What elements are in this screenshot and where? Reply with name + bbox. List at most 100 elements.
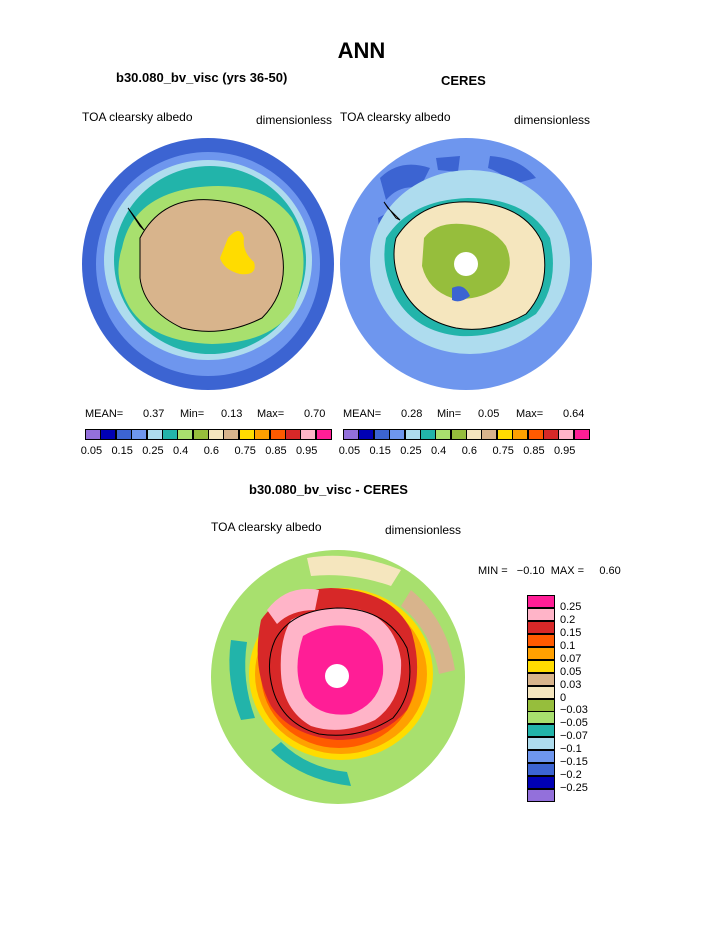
colorbar-swatch — [300, 429, 317, 440]
colorbar-tick-label: 0.05 — [338, 445, 361, 457]
colorbar-swatch — [192, 429, 209, 440]
colorbar-swatch — [315, 429, 332, 440]
colorbar-swatch — [542, 429, 559, 440]
colorbar-swatch — [419, 429, 436, 440]
colorbar-tick-label: 0.15 — [560, 626, 582, 639]
colorbar-tick-label: −0.03 — [560, 704, 588, 717]
colorbar-tick-label: 0.1 — [560, 639, 576, 652]
colorbar-swatch — [208, 429, 224, 440]
left-panel-units-label: dimensionless — [256, 113, 333, 127]
colorbar-tick-label: 0.95 — [553, 445, 576, 457]
colorbar-tick-label: −0.07 — [560, 730, 588, 743]
colorbar-swatch — [177, 429, 194, 440]
colorbar-swatch — [558, 429, 575, 440]
colorbar-tick-label: 0.15 — [111, 445, 133, 457]
left-mean-value: 0.37 — [143, 408, 165, 420]
left-panel-variable-label: TOA clearsky albedo — [82, 110, 193, 124]
colorbar-swatch — [254, 429, 271, 440]
right-colorbar — [343, 429, 590, 440]
colorbar-tick-label: 0.07 — [560, 652, 582, 665]
colorbar-tick-label: 0.25 — [560, 600, 582, 613]
colorbar-swatch — [527, 646, 555, 660]
colorbar-swatch — [512, 429, 529, 440]
colorbar-tick-label: 0.85 — [523, 445, 545, 457]
colorbar-tick-label: 0.95 — [295, 445, 318, 457]
left-max-value: 0.70 — [304, 408, 326, 420]
colorbar-swatch — [435, 429, 452, 440]
colorbar-swatch — [527, 698, 555, 712]
colorbar-swatch — [284, 429, 301, 440]
colorbar-swatch — [115, 429, 132, 440]
left-mean-label: MEAN= — [85, 408, 124, 420]
colorbar-swatch — [527, 763, 555, 777]
colorbar-tick-label: 0.05 — [80, 445, 103, 457]
right-max-value: 0.64 — [563, 408, 585, 420]
colorbar-tick-label: −0.2 — [560, 769, 582, 782]
colorbar-tick-label: −0.05 — [560, 717, 588, 730]
colorbar-swatch — [85, 429, 101, 440]
colorbar-swatch — [404, 429, 421, 440]
colorbar-tick-label: 0.6 — [203, 445, 219, 457]
colorbar-swatch — [527, 724, 555, 738]
right-mean-label: MEAN= — [343, 408, 382, 420]
colorbar-tick-label: 0.25 — [400, 445, 422, 457]
diff-minmax-text: MIN = −0.10 MAX = 0.60 — [478, 565, 621, 577]
right-polar-map — [340, 138, 592, 390]
colorbar-swatch — [373, 429, 390, 440]
diff-polar-map — [211, 550, 465, 804]
colorbar-tick-label: 0.4 — [430, 445, 447, 457]
colorbar-swatch — [450, 429, 467, 440]
colorbar-tick-label: 0.6 — [461, 445, 477, 457]
diff-colorbar-labels: 0.25 0.2 0.15 0.1 0.07 0.05 0.03 0 −0.03 −0.05 −0.… — [560, 595, 620, 802]
diff-panel-variable-label: TOA clearsky albedo — [211, 520, 322, 534]
colorbar-swatch — [527, 429, 544, 440]
page-title: ANN — [337, 38, 386, 63]
colorbar-swatch — [527, 711, 555, 725]
colorbar-swatch — [527, 672, 555, 686]
colorbar-tick-label: 0 — [560, 691, 567, 704]
colorbar-swatch — [131, 429, 148, 440]
colorbar-swatch — [496, 429, 513, 440]
left-polar-map — [82, 138, 334, 390]
colorbar-tick-label: −0.25 — [560, 782, 588, 795]
colorbar-tick-label: 0.75 — [234, 445, 256, 457]
colorbar-tick-label: 0.4 — [172, 445, 189, 457]
colorbar-swatch — [269, 429, 286, 440]
left-panel-title: b30.080_bv_visc (yrs 36-50) — [116, 70, 288, 85]
colorbar-swatch — [527, 750, 555, 764]
colorbar-swatch — [100, 429, 117, 440]
colorbar-tick-label: 0.03 — [560, 678, 582, 691]
colorbar-swatch — [389, 429, 406, 440]
colorbar-tick-label: 0.15 — [369, 445, 391, 457]
colorbar-swatch — [481, 429, 498, 440]
left-max-label: Max= — [257, 408, 285, 420]
left-colorbar — [85, 429, 332, 440]
right-panel-variable-label: TOA clearsky albedo — [340, 110, 451, 124]
colorbar-swatch — [527, 776, 555, 790]
colorbar-tick-label: 0.25 — [142, 445, 164, 457]
right-mean-value: 0.28 — [401, 408, 423, 420]
left-min-label: Min= — [180, 408, 205, 420]
colorbar-tick-label: −0.15 — [560, 756, 588, 769]
colorbar-swatch — [527, 737, 555, 751]
colorbar-swatch — [466, 429, 482, 440]
colorbar-tick-label: −0.1 — [560, 743, 582, 756]
right-min-value: 0.05 — [478, 408, 500, 420]
colorbar-swatch — [573, 429, 590, 440]
right-panel-title: CERES — [441, 73, 486, 88]
left-min-value: 0.13 — [221, 408, 243, 420]
left-colorbar-labels: 0.05 0.15 0.25 0.4 0.6 0.75 0.85 0.95 — [81, 445, 331, 459]
right-panel-units-label: dimensionless — [514, 113, 591, 127]
colorbar-swatch — [238, 429, 255, 440]
diff-panel-title: b30.080_bv_visc - CERES — [249, 482, 408, 497]
colorbar-swatch — [527, 685, 555, 699]
colorbar-swatch — [343, 429, 359, 440]
colorbar-swatch — [527, 620, 555, 634]
colorbar-tick-label: 0.75 — [492, 445, 514, 457]
colorbar-tick-label: 0.05 — [560, 665, 582, 678]
colorbar-tick-label: 0.2 — [560, 613, 576, 626]
colorbar-swatch — [161, 429, 178, 440]
right-min-label: Min= — [437, 408, 462, 420]
diff-colorbar — [527, 595, 555, 803]
colorbar-tick-label: 0.85 — [265, 445, 287, 457]
